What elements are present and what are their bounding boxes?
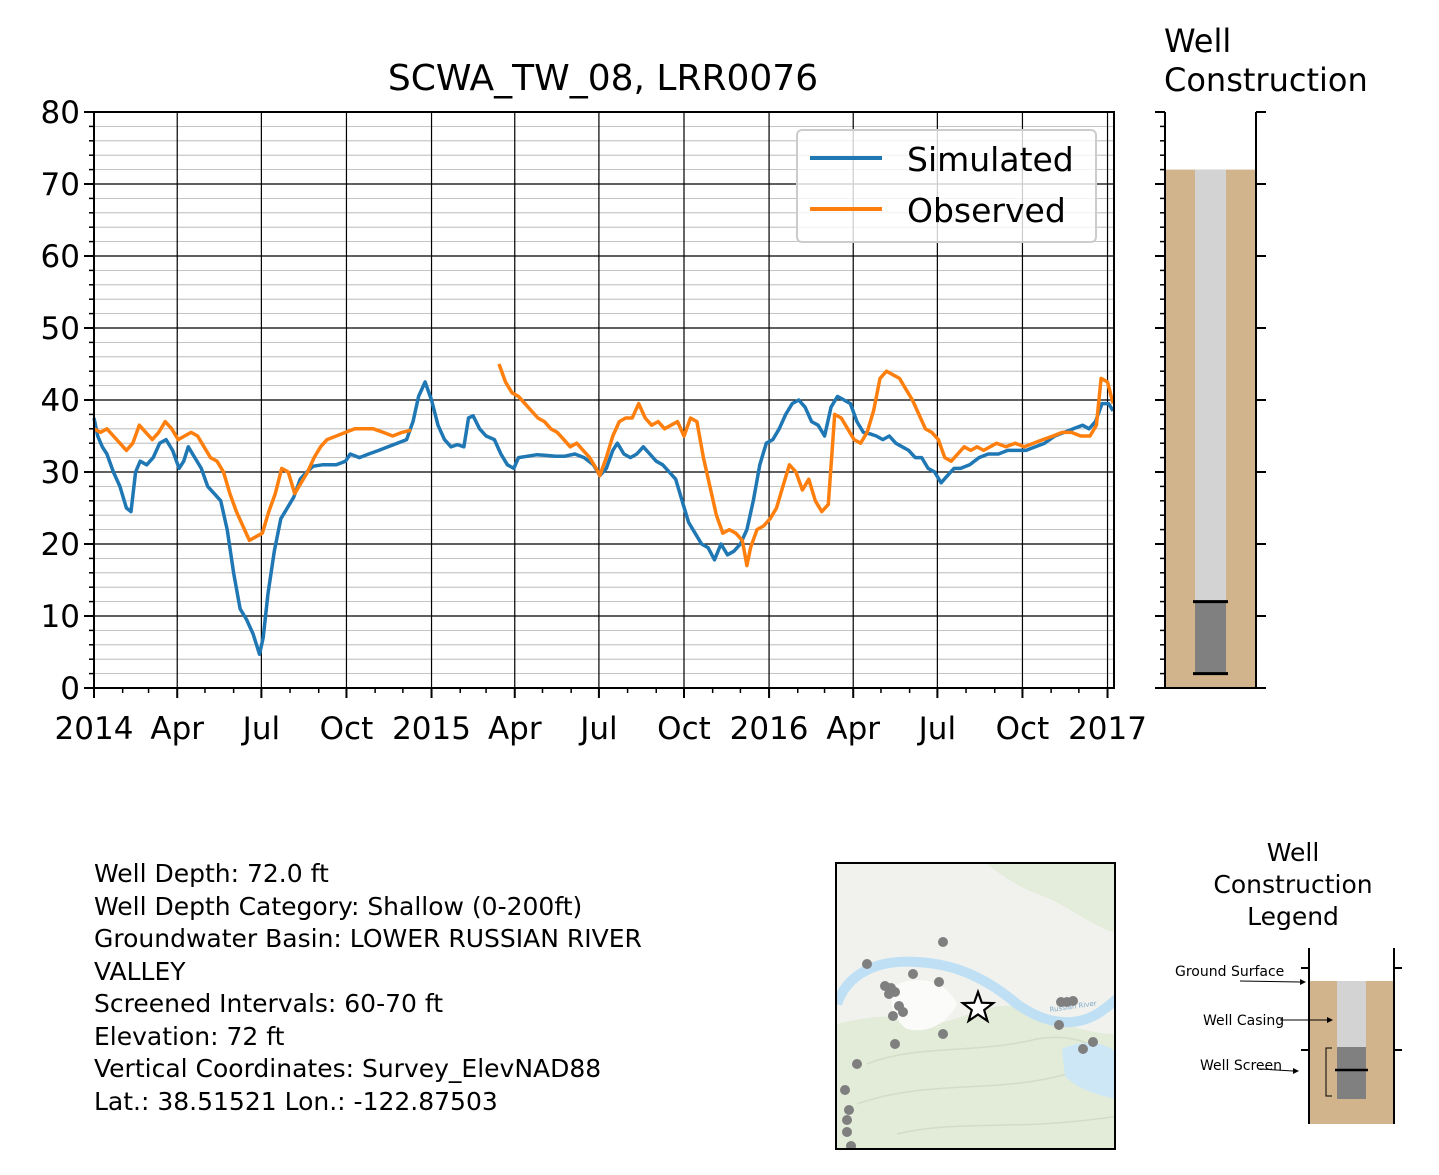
arrow-head-icon	[1293, 1068, 1299, 1074]
map-well-dot	[898, 1007, 908, 1017]
map-well-dot	[842, 1115, 852, 1125]
plot-frame	[93, 111, 1115, 689]
well-panel-title-line2: Construction	[1164, 61, 1368, 99]
info-depth-category: Well Depth Category: Shallow (0-200ft)	[94, 891, 583, 921]
map-well-dot	[888, 1011, 898, 1021]
x-tick-label: Apr	[150, 711, 204, 747]
legend-label-observed: Observed	[907, 191, 1066, 230]
x-tick-label: 2014	[55, 711, 134, 747]
map-well-dot	[938, 937, 948, 947]
legend-label-simulated: Simulated	[907, 140, 1074, 179]
map-well-dot	[840, 1085, 850, 1095]
legend-well-screen-arrow	[1259, 1068, 1294, 1072]
legend-well-screen-label: Well Screen	[1200, 1058, 1282, 1074]
map-well-dot	[1078, 1044, 1088, 1054]
map-river	[837, 956, 1114, 1028]
grid-layer	[93, 111, 1114, 689]
series-line-simulated	[92, 380, 1115, 656]
y-tick-label: 0	[60, 671, 80, 707]
well-screen	[1195, 601, 1226, 675]
info-basin-line2: VALLEY	[94, 956, 186, 986]
x-tick-label: Apr	[826, 711, 880, 747]
x-tick-label: Oct	[320, 711, 374, 747]
x-tick-label: Apr	[488, 711, 542, 747]
x-tick-label: Oct	[657, 711, 711, 747]
info-elevation: Elevation: 72 ft	[94, 1021, 285, 1051]
y-tick-label: 50	[41, 311, 80, 347]
legend-screen-bracket	[1325, 1047, 1332, 1097]
series-line-observed	[93, 419, 412, 543]
well-construction-legend: Well Construction Legend Ground Surface …	[1175, 838, 1402, 1124]
legend-title-line1: Well	[1267, 838, 1320, 867]
location-map: Russian River	[835, 862, 1116, 1150]
map-well-dot	[908, 969, 918, 979]
well-panel-ticks	[1155, 111, 1266, 689]
chart-legend: Simulated Observed	[796, 129, 1097, 243]
map-lower-hills	[837, 1005, 1114, 1148]
map-well-dot	[844, 1105, 854, 1115]
info-basin-line1: Groundwater Basin: LOWER RUSSIAN RIVER	[94, 924, 642, 953]
y-tick-label: 30	[41, 455, 80, 491]
star-icon	[959, 988, 997, 1024]
map-well-dot	[862, 959, 872, 969]
map-well-dot	[934, 977, 944, 987]
map-well-dot	[1088, 1037, 1098, 1047]
y-tick-label: 10	[41, 599, 80, 635]
legend-well-casing-label: Well Casing	[1203, 1013, 1284, 1029]
chart-title: SCWA_TW_08, LRR0076	[388, 58, 818, 99]
well-casing	[1195, 169, 1226, 674]
info-screened-intervals: Screened Intervals: 60-70 ft	[94, 989, 444, 1018]
map-well-dot	[1068, 996, 1078, 1006]
legend-ground-surface-arrow	[1239, 980, 1301, 983]
map-well-dot	[1054, 1020, 1064, 1030]
legend-title-line3: Legend	[1247, 902, 1339, 931]
well-construction-panel: Well Construction	[1155, 22, 1368, 689]
map-white-clearing	[891, 980, 957, 1031]
series-line-observed	[497, 363, 1115, 568]
map-well-dot	[890, 1039, 900, 1049]
arrow-head-icon	[1300, 979, 1306, 985]
map-well-dot	[852, 1059, 862, 1069]
x-tick-label: Oct	[996, 711, 1050, 747]
y-tick-label: 80	[41, 95, 80, 131]
info-lat-lon: Lat.: 38.51521 Lon.: -122.87503	[94, 1086, 498, 1116]
map-well-dot	[846, 1141, 856, 1148]
map-lake	[1062, 1043, 1114, 1099]
y-tick-label: 60	[41, 239, 80, 275]
info-vertical-coordinates: Vertical Coordinates: Survey_ElevNAD88	[94, 1054, 602, 1083]
y-tick-label: 20	[41, 527, 80, 563]
map-well-dot	[884, 989, 894, 999]
well-body	[1165, 169, 1256, 689]
x-tick-label: Jul	[917, 711, 956, 747]
x-tick-label: 2015	[392, 711, 471, 747]
map-well-dot	[938, 1029, 948, 1039]
y-tick-label: 40	[41, 383, 80, 419]
series-layer	[92, 363, 1115, 656]
map-hill-contour-3	[896, 1115, 1114, 1135]
well-info-block: Well Depth: 72.0 ft Well Depth Category:…	[94, 858, 642, 1118]
map-well-dot	[842, 1127, 852, 1137]
x-tick-label: 2017	[1068, 711, 1147, 747]
legend-ground-surface-label: Ground Surface	[1175, 964, 1284, 980]
y-tick-label: 70	[41, 167, 80, 203]
x-tick-label: 2016	[730, 711, 809, 747]
x-tick-label: Jul	[578, 711, 617, 747]
arrow-head-icon	[1327, 1017, 1333, 1023]
main-chart: SCWA_TW_08, LRR0076 0 10 20 30 40 50 60 70 80 201…	[41, 22, 1368, 747]
well-panel-title-line1: Well	[1164, 22, 1231, 60]
map-upper-hills	[987, 864, 1114, 933]
info-well-depth: Well Depth: 72.0 ft	[94, 859, 329, 888]
map-well-dots	[840, 937, 1098, 1148]
x-tick-label: Jul	[241, 711, 280, 747]
legend-title-line2: Construction	[1213, 870, 1372, 899]
legend-screen	[1337, 1047, 1366, 1099]
